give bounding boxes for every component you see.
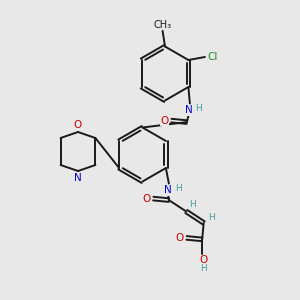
Text: H: H [190,200,196,209]
Text: H: H [200,264,207,273]
Text: O: O [160,116,169,126]
Text: N: N [184,105,192,116]
Text: N: N [74,172,82,183]
Text: N: N [164,185,172,195]
Text: O: O [199,255,208,266]
Text: O: O [74,120,82,130]
Text: H: H [195,104,202,113]
Text: CH₃: CH₃ [154,20,172,30]
Text: O: O [176,233,184,243]
Text: O: O [142,194,151,204]
Text: Cl: Cl [208,52,218,62]
Text: H: H [175,184,182,193]
Text: H: H [208,213,214,222]
